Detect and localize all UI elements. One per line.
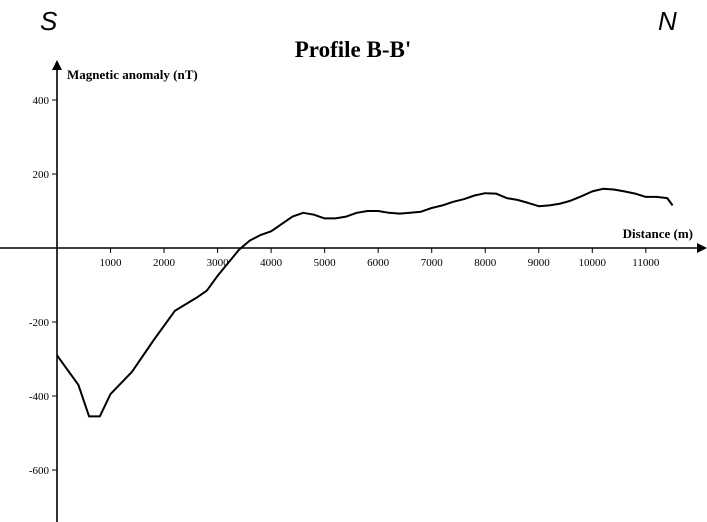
y-tick-label: -400 xyxy=(29,391,50,403)
x-axis-label: Distance (m) xyxy=(623,226,693,241)
chart-title: Profile B-B' xyxy=(295,37,411,62)
profile-series-line xyxy=(56,187,674,418)
y-tick-label: 200 xyxy=(33,169,50,181)
north-label: N xyxy=(658,6,677,36)
y-axis-arrow xyxy=(52,60,62,70)
x-tick-label: 2000 xyxy=(153,257,176,269)
x-tick-label: 7000 xyxy=(421,257,444,269)
x-tick-label: 10000 xyxy=(579,257,607,269)
y-axis-label: Magnetic anomaly (nT) xyxy=(67,67,198,82)
x-tick-label: 11000 xyxy=(632,257,660,269)
x-axis-arrow xyxy=(697,243,707,253)
y-tick-label: -600 xyxy=(29,465,50,477)
x-tick-label: 5000 xyxy=(314,257,337,269)
south-label: S xyxy=(40,6,58,36)
y-tick-label: -200 xyxy=(29,317,50,329)
x-tick-label: 6000 xyxy=(367,257,390,269)
x-tick-label: 1000 xyxy=(100,257,123,269)
x-axis-ticks: 1000 2000 3000 4000 5000 6000 7000 8000 9000 1000… xyxy=(100,248,660,269)
x-tick-label: 8000 xyxy=(474,257,497,269)
y-axis-ticks: 400 200 -200 -400 -600 xyxy=(29,95,57,477)
x-tick-label: 9000 xyxy=(528,257,551,269)
y-tick-label: 400 xyxy=(33,95,50,107)
x-tick-label: 4000 xyxy=(260,257,283,269)
x-tick-label: 3000 xyxy=(207,257,230,269)
